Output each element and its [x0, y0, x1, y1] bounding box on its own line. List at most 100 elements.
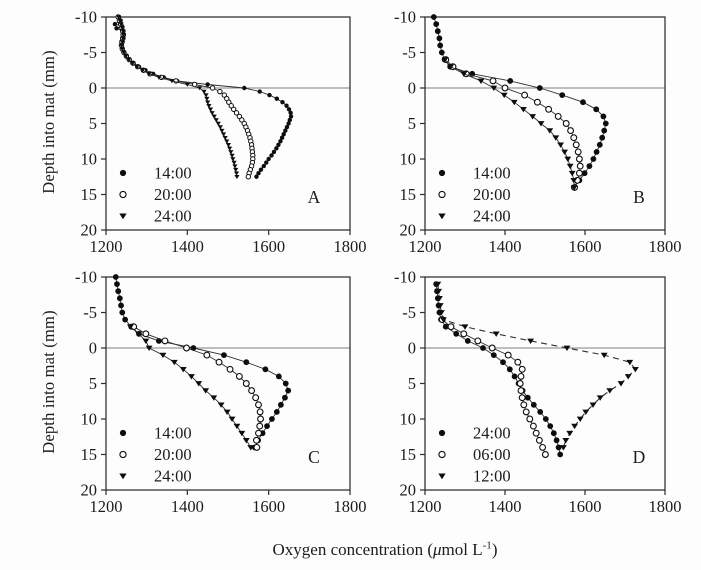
data-point: [570, 185, 578, 191]
legend-label: 06:00: [473, 445, 511, 464]
data-point: [269, 416, 275, 422]
data-point: [119, 47, 125, 52]
data-point: [253, 443, 261, 451]
data-point: [283, 128, 288, 133]
data-point: [571, 423, 579, 430]
legend-label: 14:00: [154, 164, 192, 183]
data-point: [435, 288, 443, 295]
legend-label: 24:00: [473, 424, 511, 443]
data-point: [559, 445, 567, 451]
data-point: [437, 310, 445, 316]
data-point: [439, 317, 447, 323]
data-point: [253, 436, 260, 444]
data-point: [554, 112, 562, 120]
data-point: [477, 78, 485, 84]
data-point: [288, 110, 293, 116]
data-point: [269, 153, 274, 158]
data-point: [279, 135, 285, 140]
data-point: [220, 132, 227, 137]
y-tick-label: 5: [89, 374, 97, 393]
panel-letter: D: [633, 447, 646, 467]
series-20:00: [442, 56, 584, 191]
panel-letter: B: [633, 187, 645, 207]
data-point: [460, 330, 468, 338]
y-tick-label: 10: [400, 410, 417, 429]
data-point: [593, 149, 600, 155]
panel-A: 1200 1400 1600 1800 -10 -5 0 5 10 15 20 14:00 20:00 2…: [75, 8, 367, 257]
panel-D: 1200 1400 1600 1800 -10 -5 0 5 10 15 20 24:00 06:00 1…: [394, 268, 682, 517]
data-point: [223, 409, 231, 415]
data-point: [447, 323, 455, 331]
data-point: [581, 170, 588, 177]
data-point: [264, 423, 270, 429]
plot-box: [424, 276, 666, 491]
data-point: [489, 77, 497, 85]
legend-label: 24:00: [154, 207, 192, 226]
data-point: [242, 380, 250, 387]
x-tick-label: 1200: [409, 497, 442, 516]
data-point: [547, 423, 554, 429]
data-point: [518, 365, 526, 373]
data-point: [217, 402, 225, 408]
data-point: [255, 429, 262, 437]
data-point: [600, 352, 608, 359]
y-tick-label: 20: [81, 221, 98, 240]
x-tick-label: 1800: [649, 497, 682, 516]
legend-label: 20:00: [473, 185, 511, 204]
y-tick-label: -10: [394, 268, 416, 287]
data-point: [516, 380, 524, 387]
x-tick-label: 1800: [334, 237, 367, 256]
data-point: [566, 163, 574, 170]
data-point: [284, 124, 290, 130]
y-tick-label: 0: [408, 79, 416, 98]
data-point: [527, 338, 535, 344]
y-tick-label: 15: [400, 185, 417, 204]
data-point: [574, 148, 582, 156]
data-point: [236, 113, 243, 120]
data-point: [529, 114, 537, 120]
data-point: [580, 99, 586, 106]
series-24:00: [441, 57, 578, 191]
data-point: [122, 316, 129, 323]
legend: 14:00 20:00 24:00: [119, 424, 192, 486]
data-point: [126, 324, 134, 330]
data-point: [541, 451, 549, 458]
y-axis-title-top: Depth into mat (mm): [39, 50, 58, 194]
legend-label: 20:00: [154, 445, 192, 464]
y-tick-label: 5: [408, 114, 416, 133]
data-point: [562, 437, 570, 444]
data-point: [488, 344, 496, 352]
data-point: [142, 330, 150, 338]
data-point: [123, 54, 129, 59]
y-tick-label: 10: [81, 150, 98, 169]
x-tick-label: 1600: [569, 237, 602, 256]
data-point: [228, 150, 234, 155]
data-point: [517, 372, 525, 380]
data-point: [170, 359, 178, 366]
data-point: [233, 423, 241, 430]
data-point: [532, 429, 540, 437]
data-point: [120, 36, 126, 41]
data-point: [256, 171, 261, 176]
data-point: [285, 387, 292, 394]
series-line: [117, 16, 254, 177]
series-line: [437, 284, 637, 448]
data-point: [245, 174, 252, 180]
data-point: [203, 351, 211, 359]
y-tick-label: 10: [81, 410, 98, 429]
data-point: [205, 100, 211, 105]
data-point: [529, 422, 537, 430]
data-point: [274, 146, 279, 151]
data-point: [593, 106, 600, 113]
data-point: [271, 149, 277, 155]
data-point: [281, 131, 286, 137]
data-point: [232, 164, 238, 169]
data-point: [535, 436, 543, 444]
x-axis-title: Oxygen concentration (μmol L-1): [150, 540, 620, 560]
data-point: [566, 430, 574, 437]
data-point: [490, 352, 497, 358]
data-point: [217, 125, 223, 130]
y-tick-label: 15: [81, 185, 98, 204]
y-tick-label: 0: [408, 339, 416, 358]
data-point: [135, 331, 142, 337]
